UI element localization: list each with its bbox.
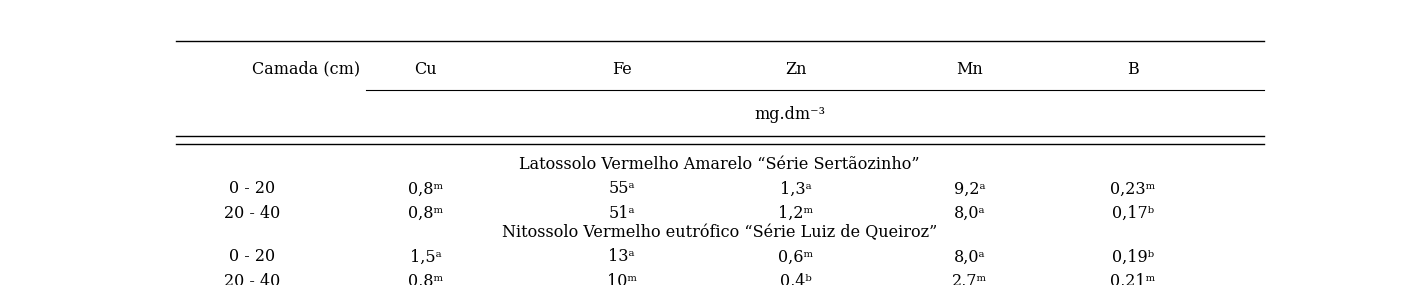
Text: Mn: Mn <box>956 61 983 78</box>
Text: 10ᵐ: 10ᵐ <box>607 272 636 285</box>
Text: 0,4ᵇ: 0,4ᵇ <box>779 272 812 285</box>
Text: 0 - 20: 0 - 20 <box>229 180 275 198</box>
Text: Camada (cm): Camada (cm) <box>251 61 359 78</box>
Text: 51ᵃ: 51ᵃ <box>608 205 635 221</box>
Text: 8,0ᵃ: 8,0ᵃ <box>953 205 986 221</box>
Text: 0,19ᵇ: 0,19ᵇ <box>1112 249 1154 265</box>
Text: 2,7ᵐ: 2,7ᵐ <box>952 272 987 285</box>
Text: 0,6ᵐ: 0,6ᵐ <box>778 249 813 265</box>
Text: mg.dm⁻³: mg.dm⁻³ <box>755 106 826 123</box>
Text: Nitossolo Vermelho eutrófico “Série Luiz de Queiroz”: Nitossolo Vermelho eutrófico “Série Luiz… <box>501 224 938 241</box>
Text: 0,8ᵐ: 0,8ᵐ <box>409 180 444 198</box>
Text: 8,0ᵃ: 8,0ᵃ <box>953 249 986 265</box>
Text: 55ᵃ: 55ᵃ <box>608 180 635 198</box>
Text: 9,2ᵃ: 9,2ᵃ <box>953 180 986 198</box>
Text: 0,8ᵐ: 0,8ᵐ <box>409 272 444 285</box>
Text: 20 - 40: 20 - 40 <box>223 272 279 285</box>
Text: 20 - 40: 20 - 40 <box>223 205 279 221</box>
Text: Fe: Fe <box>612 61 632 78</box>
Text: 0,17ᵇ: 0,17ᵇ <box>1112 205 1154 221</box>
Text: Latossolo Vermelho Amarelo “Série Sertãozinho”: Latossolo Vermelho Amarelo “Série Sertão… <box>519 156 920 173</box>
Text: 0 - 20: 0 - 20 <box>229 249 275 265</box>
Text: 1,2ᵐ: 1,2ᵐ <box>778 205 813 221</box>
Text: B: B <box>1127 61 1139 78</box>
Text: Cu: Cu <box>414 61 437 78</box>
Text: 13ᵃ: 13ᵃ <box>608 249 635 265</box>
Text: 1,3ᵃ: 1,3ᵃ <box>779 180 812 198</box>
Text: 0,21ᵐ: 0,21ᵐ <box>1111 272 1155 285</box>
Text: Zn: Zn <box>785 61 806 78</box>
Text: 0,23ᵐ: 0,23ᵐ <box>1111 180 1155 198</box>
Text: 0,8ᵐ: 0,8ᵐ <box>409 205 444 221</box>
Text: 1,5ᵃ: 1,5ᵃ <box>410 249 442 265</box>
